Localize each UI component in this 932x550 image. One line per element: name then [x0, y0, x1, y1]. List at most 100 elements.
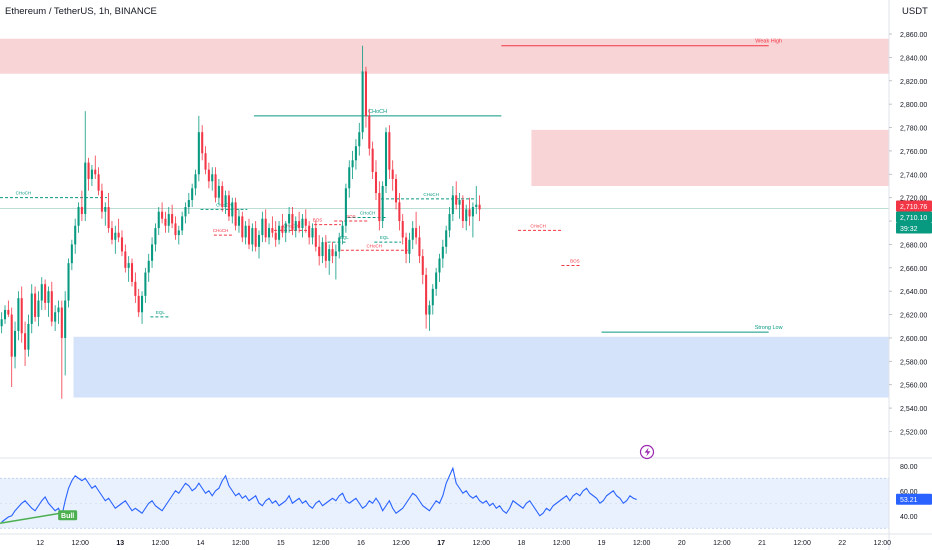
candle-body[interactable]: [264, 218, 267, 238]
candle-body[interactable]: [181, 216, 184, 231]
candle-body[interactable]: [167, 214, 170, 226]
candle-body[interactable]: [294, 221, 297, 231]
candle-body[interactable]: [17, 298, 20, 331]
candle-body[interactable]: [384, 132, 388, 186]
candle-body[interactable]: [274, 232, 277, 240]
candle-body[interactable]: [331, 249, 334, 257]
candle-body[interactable]: [161, 211, 164, 219]
candle-body[interactable]: [405, 237, 408, 254]
candle-body[interactable]: [191, 188, 194, 201]
candle-body[interactable]: [418, 237, 421, 257]
candle-body[interactable]: [471, 207, 474, 217]
candle-body[interactable]: [445, 230, 448, 247]
candle-body[interactable]: [137, 295, 140, 313]
candle-body[interactable]: [478, 204, 481, 210]
candle-body[interactable]: [50, 291, 53, 322]
candle-body[interactable]: [227, 195, 230, 217]
candle-body[interactable]: [0, 319, 3, 327]
candle-body[interactable]: [455, 195, 458, 205]
candle-body[interactable]: [224, 195, 227, 208]
candle-body[interactable]: [151, 244, 154, 261]
candle-body[interactable]: [421, 256, 424, 275]
candle-body[interactable]: [241, 216, 244, 238]
candle-body[interactable]: [364, 71, 367, 116]
candle-body[interactable]: [211, 174, 214, 182]
candle-body[interactable]: [54, 312, 57, 322]
candle-body[interactable]: [368, 115, 371, 149]
candle-body[interactable]: [70, 244, 73, 264]
candles-layer[interactable]: [0, 45, 481, 399]
candle-body[interactable]: [448, 214, 451, 231]
candle-body[interactable]: [20, 298, 23, 334]
candle-body[interactable]: [371, 148, 374, 172]
candle-body[interactable]: [144, 272, 147, 296]
candle-body[interactable]: [234, 202, 237, 226]
candle-body[interactable]: [90, 169, 93, 179]
candle-body[interactable]: [174, 223, 177, 236]
candle-body[interactable]: [468, 209, 471, 217]
candle-body[interactable]: [244, 225, 247, 238]
candle-body[interactable]: [204, 153, 207, 170]
candle-body[interactable]: [77, 207, 80, 226]
candle-body[interactable]: [110, 228, 113, 240]
candle-body[interactable]: [127, 263, 130, 268]
candle-body[interactable]: [30, 293, 33, 324]
candle-body[interactable]: [344, 188, 347, 226]
candle-body[interactable]: [461, 200, 464, 222]
candle-body[interactable]: [231, 202, 234, 217]
candle-body[interactable]: [184, 207, 187, 217]
candle-body[interactable]: [47, 291, 50, 303]
rsi-panel[interactable]: Bull: [0, 457, 932, 529]
candle-body[interactable]: [157, 211, 160, 229]
candle-body[interactable]: [247, 225, 251, 245]
candle-body[interactable]: [254, 228, 257, 247]
candle-body[interactable]: [441, 246, 444, 259]
candle-body[interactable]: [171, 214, 174, 224]
candle-body[interactable]: [141, 295, 144, 313]
candle-body[interactable]: [130, 263, 134, 282]
candle-body[interactable]: [237, 216, 240, 226]
candle-body[interactable]: [425, 274, 428, 315]
candle-body[interactable]: [80, 207, 83, 215]
candle-body[interactable]: [458, 200, 461, 205]
candle-body[interactable]: [14, 330, 17, 357]
candle-body[interactable]: [465, 209, 468, 222]
symbol-title[interactable]: Ethereum / TetherUS, 1h, BINANCE: [5, 6, 157, 17]
candle-body[interactable]: [94, 169, 97, 175]
candle-body[interactable]: [201, 132, 204, 154]
candle-body[interactable]: [358, 132, 361, 147]
candle-body[interactable]: [398, 202, 401, 222]
candle-body[interactable]: [435, 272, 438, 289]
candle-body[interactable]: [64, 300, 67, 338]
candle-body[interactable]: [104, 207, 107, 212]
candle-body[interactable]: [117, 232, 120, 238]
candle-body[interactable]: [217, 185, 220, 198]
candle-body[interactable]: [338, 237, 341, 252]
candle-body[interactable]: [428, 305, 431, 315]
candle-body[interactable]: [261, 218, 264, 236]
candle-body[interactable]: [378, 193, 381, 222]
candle-body[interactable]: [395, 178, 398, 203]
candle-body[interactable]: [311, 228, 314, 238]
candle-body[interactable]: [187, 200, 190, 208]
candle-body[interactable]: [84, 162, 87, 215]
candle-body[interactable]: [197, 132, 200, 175]
candle-body[interactable]: [34, 293, 37, 317]
candle-body[interactable]: [415, 228, 418, 238]
candle-body[interactable]: [87, 162, 90, 179]
candle-body[interactable]: [291, 214, 294, 231]
candle-body[interactable]: [438, 258, 441, 273]
candle-body[interactable]: [207, 169, 210, 182]
candle-body[interactable]: [381, 185, 384, 222]
rsi-line[interactable]: [1, 466, 637, 523]
candle-body[interactable]: [37, 300, 40, 317]
candle-body[interactable]: [348, 167, 351, 189]
candle-body[interactable]: [374, 171, 378, 194]
candle-body[interactable]: [177, 230, 180, 236]
candle-body[interactable]: [10, 314, 13, 357]
candle-body[interactable]: [60, 307, 63, 338]
candle-body[interactable]: [451, 195, 454, 215]
candle-body[interactable]: [120, 237, 124, 252]
candle-body[interactable]: [67, 263, 70, 301]
